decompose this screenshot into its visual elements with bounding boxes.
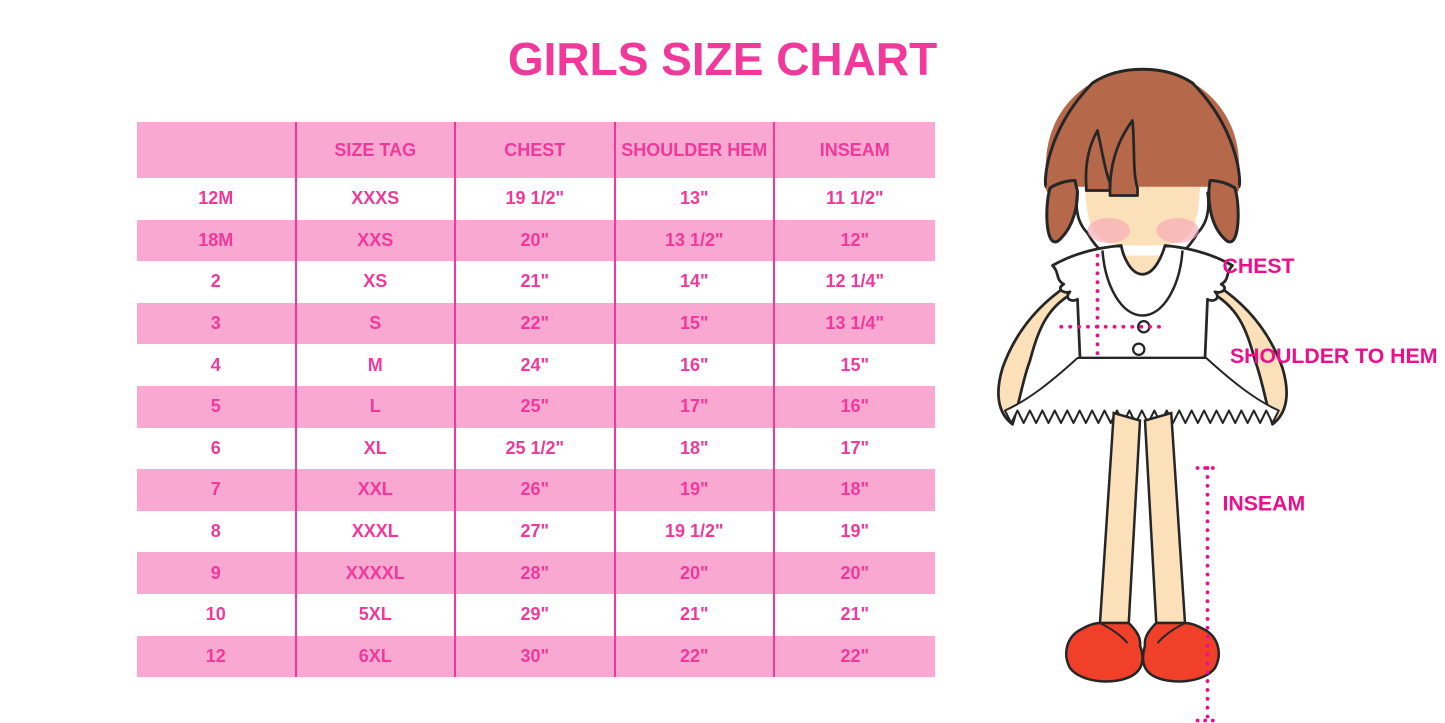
- svg-text:CHEST: CHEST: [1223, 254, 1295, 278]
- svg-text:INSEAM: INSEAM: [1223, 492, 1306, 516]
- svg-text:SHOULDER TO HEM: SHOULDER TO HEM: [1230, 344, 1437, 368]
